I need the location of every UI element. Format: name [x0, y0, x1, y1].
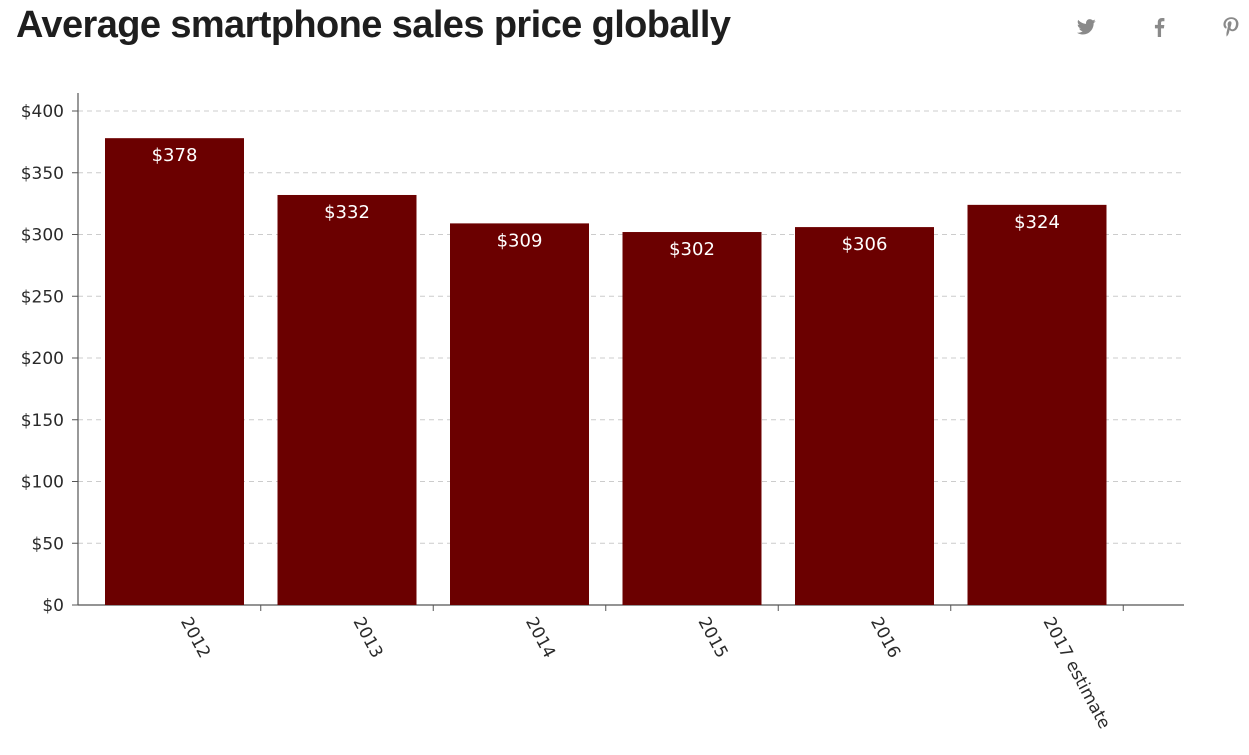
y-tick-label: $250: [21, 287, 64, 307]
bar-value-label: $378: [152, 145, 198, 166]
y-tick-label: $0: [42, 596, 64, 616]
bar-value-label: $332: [324, 202, 370, 223]
y-tick-label: $150: [21, 411, 64, 431]
bar: [967, 204, 1107, 606]
x-tick-label: 2016: [866, 614, 904, 662]
x-tick-label: 2013: [349, 614, 387, 662]
y-tick-label: $350: [21, 164, 64, 184]
x-tick-label: 2014: [521, 614, 559, 662]
bar: [622, 232, 762, 605]
bar-value-label: $306: [842, 234, 888, 255]
twitter-icon: [1076, 19, 1096, 35]
x-tick-label: 2012: [176, 614, 214, 662]
x-tick-label: 2017 estimate: [1039, 614, 1115, 732]
twitter-share-button[interactable]: [1073, 14, 1099, 40]
bar-value-label: $302: [669, 239, 715, 260]
bar-value-label: $309: [497, 230, 543, 251]
pinterest-icon: [1223, 17, 1239, 37]
page-title: Average smartphone sales price globally: [16, 4, 731, 46]
y-tick-label: $300: [21, 226, 64, 246]
bar: [450, 223, 589, 605]
y-tick-label: $400: [21, 102, 64, 122]
y-tick-label: $100: [21, 473, 64, 493]
y-tick-label: $50: [32, 534, 64, 554]
facebook-share-button[interactable]: [1146, 14, 1172, 40]
bar-value-label: $324: [1014, 212, 1060, 233]
x-tick-label: 2015: [694, 614, 732, 662]
facebook-icon: [1154, 17, 1165, 37]
bar: [795, 227, 934, 605]
pinterest-share-button[interactable]: [1218, 14, 1244, 40]
y-tick-label: $200: [21, 349, 64, 369]
bar: [105, 138, 244, 606]
bar: [277, 194, 417, 606]
